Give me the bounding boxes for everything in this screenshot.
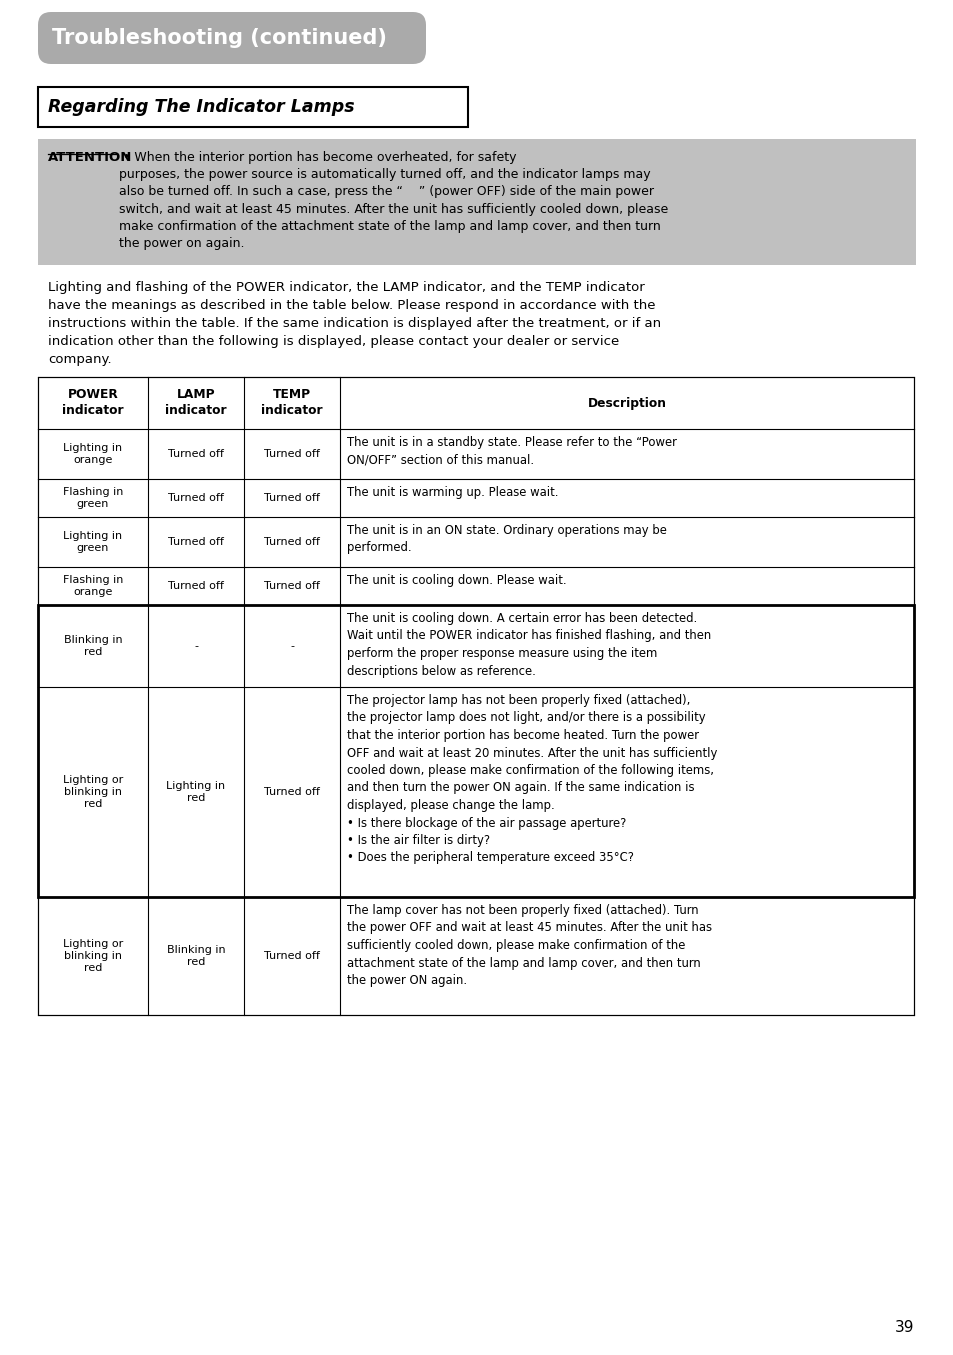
- Bar: [38, 518, 913, 566]
- Text: Regarding The Indicator Lamps: Regarding The Indicator Lamps: [48, 98, 355, 117]
- Text: The unit is warming up. Please wait.: The unit is warming up. Please wait.: [347, 486, 558, 499]
- Bar: [38, 604, 913, 687]
- Bar: [38, 377, 913, 1015]
- Text: Lighting in
green: Lighting in green: [63, 531, 122, 553]
- Text: 39: 39: [894, 1320, 913, 1335]
- Text: Lighting or
blinking in
red: Lighting or blinking in red: [63, 775, 123, 809]
- Text: Turned off: Turned off: [264, 951, 319, 961]
- Text: Turned off: Turned off: [264, 537, 319, 547]
- Text: The lamp cover has not been properly fixed (attached). Turn
the power OFF and wa: The lamp cover has not been properly fix…: [347, 904, 711, 986]
- Bar: [38, 430, 913, 480]
- Bar: [38, 687, 913, 897]
- Text: Turned off: Turned off: [264, 581, 319, 591]
- Text: Turned off: Turned off: [168, 449, 224, 459]
- Text: The unit is cooling down. A certain error has been detected.
Wait until the POWE: The unit is cooling down. A certain erro…: [347, 612, 711, 678]
- Text: -: -: [193, 641, 198, 650]
- Text: Flashing in
orange: Flashing in orange: [63, 575, 123, 598]
- Text: Turned off: Turned off: [264, 449, 319, 459]
- Text: Troubleshooting (continued): Troubleshooting (continued): [52, 28, 387, 47]
- Text: Blinking in
red: Blinking in red: [64, 634, 122, 657]
- Text: Description: Description: [587, 397, 666, 409]
- Text: POWER
indicator: POWER indicator: [62, 389, 124, 417]
- Bar: [38, 604, 913, 897]
- Text: LAMP
indicator: LAMP indicator: [165, 389, 227, 417]
- Text: The unit is cooling down. Please wait.: The unit is cooling down. Please wait.: [347, 575, 566, 587]
- Text: Turned off: Turned off: [168, 581, 224, 591]
- Text: -: -: [290, 641, 294, 650]
- Text: • When the interior portion has become overheated, for safety
purposes, the powe: • When the interior portion has become o…: [119, 150, 667, 251]
- Bar: [38, 140, 915, 266]
- Text: ATTENTION: ATTENTION: [48, 150, 132, 164]
- Text: Turned off: Turned off: [264, 493, 319, 503]
- Text: Turned off: Turned off: [168, 537, 224, 547]
- Text: Lighting or
blinking in
red: Lighting or blinking in red: [63, 939, 123, 973]
- Text: TEMP
indicator: TEMP indicator: [261, 389, 322, 417]
- Text: Turned off: Turned off: [264, 787, 319, 797]
- FancyBboxPatch shape: [38, 12, 426, 64]
- Text: Turned off: Turned off: [168, 493, 224, 503]
- Bar: [38, 566, 913, 604]
- Bar: [38, 377, 913, 430]
- Bar: [38, 897, 913, 1015]
- Text: The projector lamp has not been properly fixed (attached),
the projector lamp do: The projector lamp has not been properly…: [347, 694, 717, 864]
- Text: The unit is in an ON state. Ordinary operations may be
performed.: The unit is in an ON state. Ordinary ope…: [347, 524, 666, 554]
- Text: Lighting in
red: Lighting in red: [166, 780, 225, 804]
- Bar: [38, 87, 468, 127]
- Text: The unit is in a standby state. Please refer to the “Power
ON/OFF” section of th: The unit is in a standby state. Please r…: [347, 436, 677, 466]
- Text: Blinking in
red: Blinking in red: [167, 944, 225, 967]
- Text: Flashing in
green: Flashing in green: [63, 486, 123, 509]
- Bar: [38, 480, 913, 518]
- Text: Lighting and flashing of the POWER indicator, the LAMP indicator, and the TEMP i: Lighting and flashing of the POWER indic…: [48, 280, 660, 366]
- Text: Lighting in
orange: Lighting in orange: [63, 443, 122, 465]
